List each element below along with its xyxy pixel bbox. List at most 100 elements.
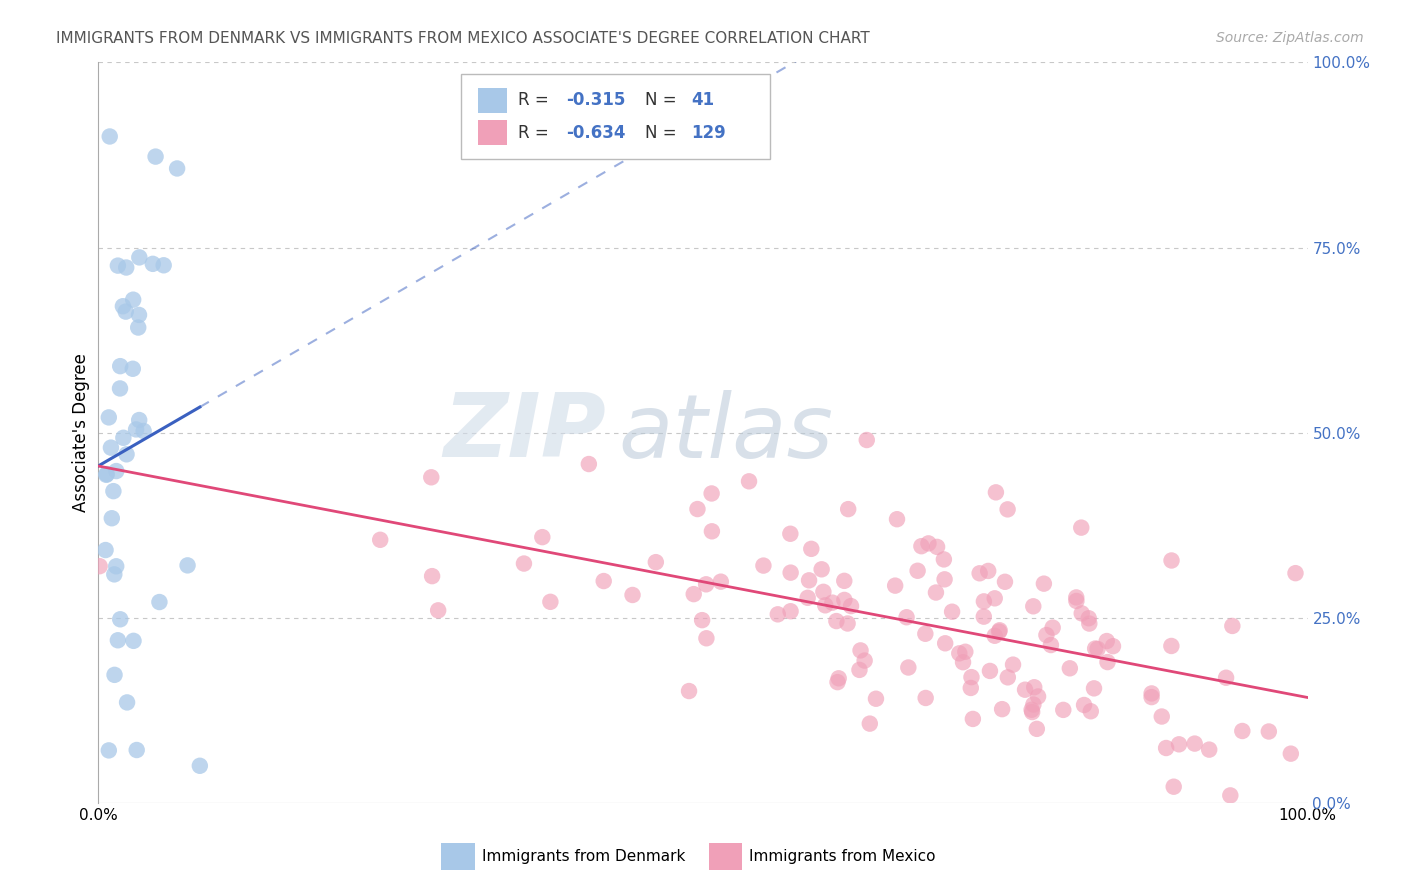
Text: 41: 41	[690, 91, 714, 109]
Point	[682, 587, 704, 601]
Point	[1078, 616, 1101, 631]
Point	[96, 467, 118, 481]
Point	[884, 579, 907, 593]
Point	[128, 251, 150, 265]
Point	[1168, 737, 1191, 751]
Point	[1220, 619, 1243, 633]
Point	[96, 467, 118, 482]
Point	[115, 695, 138, 709]
Point	[1160, 553, 1182, 567]
Point	[934, 636, 956, 650]
Point	[955, 645, 977, 659]
Point	[578, 457, 600, 471]
Text: 129: 129	[690, 124, 725, 142]
Point	[166, 161, 188, 176]
FancyBboxPatch shape	[478, 120, 508, 145]
Point	[827, 675, 849, 690]
Point	[1097, 655, 1119, 669]
Point	[853, 654, 876, 668]
Point	[848, 663, 870, 677]
Point	[952, 655, 974, 669]
Point	[1095, 634, 1118, 648]
Point	[1284, 566, 1306, 581]
Point	[979, 664, 1001, 678]
Point	[100, 441, 122, 455]
Point	[825, 614, 848, 628]
Point	[121, 361, 143, 376]
Point	[103, 567, 125, 582]
Point	[814, 599, 837, 613]
Point	[941, 605, 963, 619]
Point	[1064, 591, 1087, 605]
Point	[127, 320, 149, 334]
Point	[934, 572, 956, 586]
Point	[988, 624, 1011, 638]
Point	[1022, 599, 1045, 614]
Point	[766, 607, 789, 622]
Text: ZIP: ZIP	[443, 389, 606, 476]
Point	[368, 533, 391, 547]
Point	[991, 702, 1014, 716]
Point	[1042, 621, 1064, 635]
Text: R =: R =	[517, 124, 554, 142]
Point	[122, 293, 145, 307]
Point	[821, 596, 844, 610]
Point	[828, 671, 851, 685]
Point	[1163, 780, 1185, 794]
Point	[1154, 741, 1177, 756]
Point	[1198, 742, 1220, 756]
Point	[1059, 661, 1081, 675]
Point	[1087, 642, 1109, 657]
Point	[1073, 698, 1095, 712]
Y-axis label: Associate's Degree: Associate's Degree	[72, 353, 90, 512]
Point	[1052, 703, 1074, 717]
Point	[125, 422, 148, 436]
Point	[779, 526, 801, 541]
Point	[621, 588, 644, 602]
Point	[1021, 703, 1043, 717]
Point	[531, 530, 554, 544]
Point	[686, 502, 709, 516]
Point	[907, 564, 929, 578]
Point	[1257, 724, 1279, 739]
Point	[1080, 704, 1102, 718]
Point	[420, 569, 443, 583]
FancyBboxPatch shape	[461, 73, 769, 159]
Point	[834, 593, 856, 607]
Point	[997, 670, 1019, 684]
Point	[948, 646, 970, 660]
Point	[132, 424, 155, 438]
Text: atlas: atlas	[619, 390, 834, 475]
Text: Source: ZipAtlas.com: Source: ZipAtlas.com	[1216, 31, 1364, 45]
Point	[690, 613, 713, 627]
Point	[1140, 690, 1163, 705]
Point	[997, 502, 1019, 516]
Point	[914, 690, 936, 705]
Point	[644, 555, 666, 569]
Point	[176, 558, 198, 573]
Point	[1102, 639, 1125, 653]
Point	[700, 486, 723, 500]
Point	[977, 564, 1000, 578]
Point	[700, 524, 723, 539]
Point	[114, 304, 136, 318]
Point	[910, 539, 932, 553]
Point	[1002, 657, 1025, 672]
Point	[110, 359, 132, 373]
Point	[837, 502, 859, 516]
Point	[1024, 680, 1046, 694]
Point	[832, 574, 855, 588]
Point	[97, 410, 120, 425]
Point	[988, 624, 1011, 639]
Text: IMMIGRANTS FROM DENMARK VS IMMIGRANTS FROM MEXICO ASSOCIATE'S DEGREE CORRELATION: IMMIGRANTS FROM DENMARK VS IMMIGRANTS FR…	[56, 31, 870, 46]
Text: R =: R =	[517, 91, 554, 109]
Point	[128, 413, 150, 427]
Point	[148, 595, 170, 609]
Point	[1021, 705, 1043, 719]
Point	[538, 595, 561, 609]
Point	[897, 660, 920, 674]
Point	[779, 566, 801, 580]
Point	[94, 543, 117, 558]
Point	[859, 716, 882, 731]
Point	[89, 559, 111, 574]
